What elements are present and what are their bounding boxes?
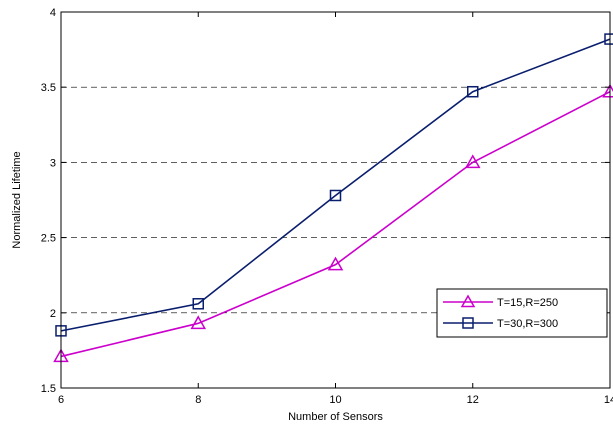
- legend-marker-series-2: [462, 317, 474, 329]
- series-line-1: [60, 91, 611, 358]
- data-point-series-1: [190, 315, 207, 330]
- legend-marker-series-1: [460, 294, 476, 308]
- y-tick-label: 3.5: [41, 82, 56, 94]
- data-point-series-1: [464, 154, 481, 169]
- y-tick-label: 1.5: [41, 383, 56, 395]
- x-tick-label: 6: [58, 394, 64, 406]
- data-point-series-2: [467, 85, 479, 98]
- legend-label-series-2: T=30,R=300: [497, 318, 558, 330]
- legend-label-series-1: T=15,R=250: [497, 297, 558, 309]
- legend-box: [436, 288, 608, 338]
- y-tick-label: 3: [50, 157, 56, 169]
- series-line-2: [60, 38, 611, 332]
- legend: T=15,R=250 T=30,R=300: [436, 288, 608, 338]
- axis-ticks: 1.5 2 2.5 3 3.5 4 6 8 10 12 14: [41, 7, 613, 406]
- x-tick-label: 8: [195, 394, 201, 406]
- series-lines: [60, 38, 611, 358]
- x-tick-label: 10: [329, 394, 341, 406]
- data-point-series-1: [327, 256, 344, 271]
- y-tick-label: 4: [50, 7, 56, 19]
- x-axis-label: Number of Sensors: [288, 411, 383, 423]
- x-tick-label: 14: [604, 394, 613, 406]
- data-point-series-2: [192, 298, 204, 310]
- y-tick-label: 2.5: [41, 233, 56, 245]
- y-axis-label: Normalized Lifetime: [11, 151, 23, 248]
- x-tick-label: 12: [467, 394, 479, 406]
- data-point-series-2: [329, 189, 342, 202]
- y-tick-label: 2: [50, 308, 56, 320]
